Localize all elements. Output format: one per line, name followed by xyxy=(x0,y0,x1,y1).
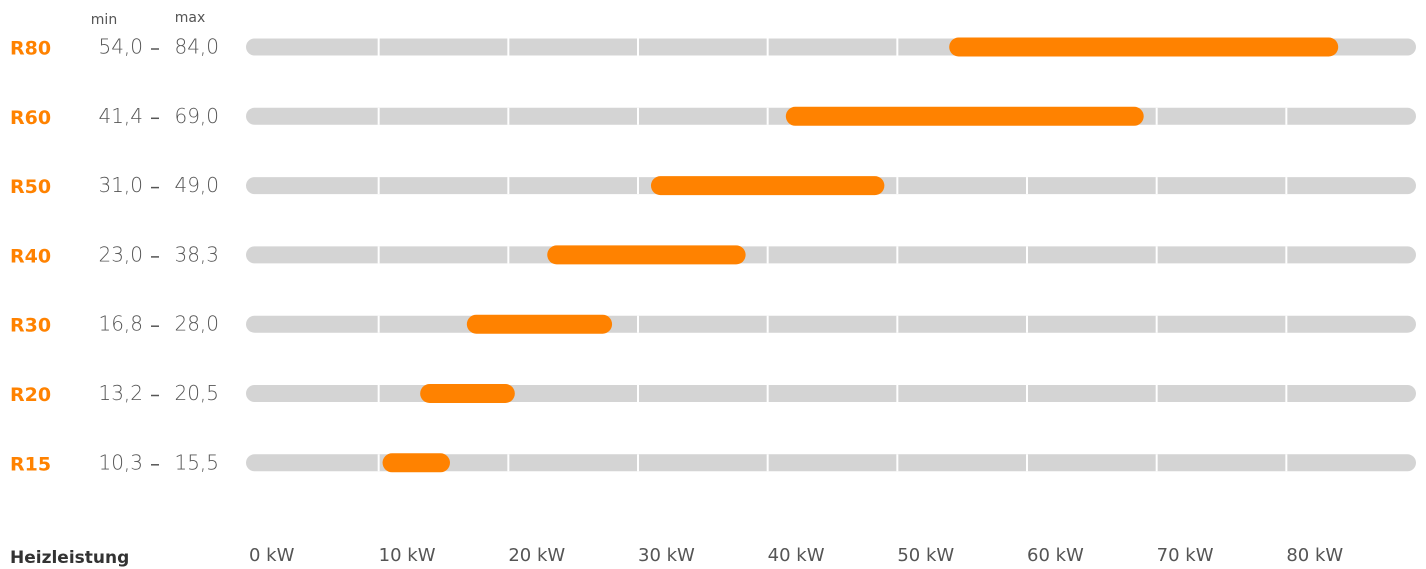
category-label: R80 xyxy=(10,38,51,60)
category-label: R50 xyxy=(10,176,51,198)
max-header: max xyxy=(175,10,206,26)
category-label: R30 xyxy=(10,315,51,337)
x-tick-label: 70 kW xyxy=(1157,545,1214,566)
range-bar xyxy=(382,453,450,473)
max-label: 28,0 xyxy=(174,312,219,336)
category-label: R40 xyxy=(10,245,51,267)
min-label: 10,3 xyxy=(98,450,143,474)
min-label: 23,0 xyxy=(98,242,143,266)
min-label: 31,0 xyxy=(98,173,143,197)
range-bar xyxy=(547,245,746,265)
x-tick-label: 60 kW xyxy=(1027,545,1084,566)
x-tick-label: 40 kW xyxy=(768,545,825,566)
x-tick-label: 30 kW xyxy=(638,545,695,566)
track xyxy=(246,454,1416,472)
max-label: 38,3 xyxy=(174,242,219,266)
x-tick-label: 50 kW xyxy=(897,545,954,566)
x-tick-label: 20 kW xyxy=(508,545,565,566)
range-bar xyxy=(949,37,1339,57)
min-label: 13,2 xyxy=(98,381,143,405)
track xyxy=(246,315,1416,333)
range-bar xyxy=(466,314,613,334)
range-bar xyxy=(785,106,1144,126)
category-label: R20 xyxy=(10,384,51,406)
range-bar xyxy=(650,176,885,196)
max-label: 84,0 xyxy=(174,35,219,59)
max-label: 49,0 xyxy=(174,173,219,197)
track xyxy=(246,385,1416,402)
min-label: 54,0 xyxy=(98,35,143,59)
x-tick-label: 10 kW xyxy=(379,545,436,566)
max-label: 20,5 xyxy=(174,381,219,405)
min-label: 41,4 xyxy=(98,104,143,128)
range-bar xyxy=(420,384,515,403)
x-tick-label: 0 kW xyxy=(249,545,295,566)
x-tick-label: 80 kW xyxy=(1286,545,1343,566)
category-label: R60 xyxy=(10,107,51,129)
min-label: 16,8 xyxy=(98,312,143,336)
track xyxy=(246,246,1416,264)
max-label: 69,0 xyxy=(174,104,219,128)
min-header: min xyxy=(91,12,117,28)
category-label: R15 xyxy=(10,453,51,475)
x-axis-label: Heizleistung xyxy=(10,548,129,568)
max-label: 15,5 xyxy=(174,450,219,474)
